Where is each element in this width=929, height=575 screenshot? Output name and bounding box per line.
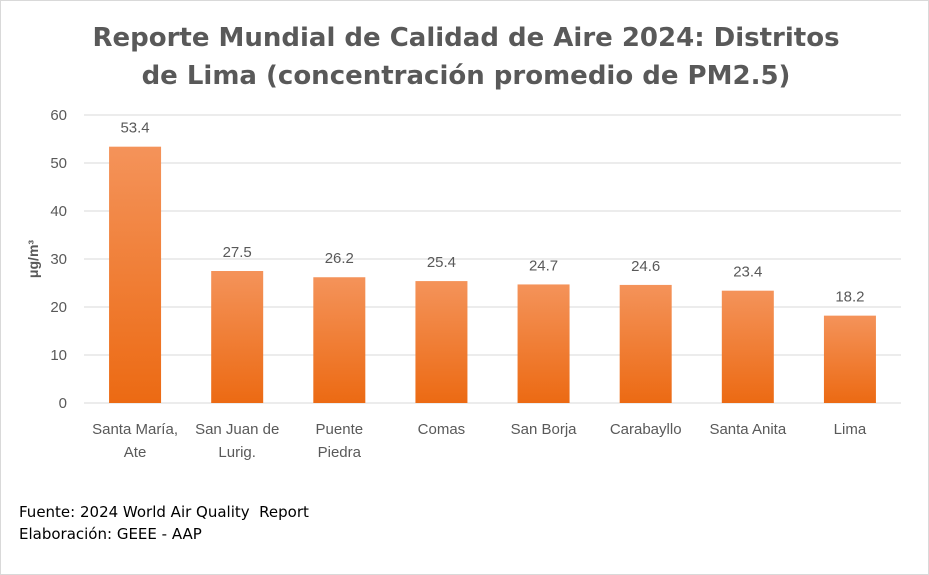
data-label: 23.4 bbox=[733, 264, 762, 281]
x-tick-label: Comas bbox=[418, 421, 466, 438]
source-note: Fuente: 2024 World Air Quality Report bbox=[19, 503, 309, 521]
data-label: 26.2 bbox=[325, 250, 354, 267]
data-label: 53.4 bbox=[120, 120, 149, 137]
chart-title: Reporte Mundial de Calidad de Aire 2024:… bbox=[61, 19, 871, 95]
bar bbox=[109, 146, 162, 403]
y-tick-label: 50 bbox=[50, 155, 67, 172]
data-label: 24.7 bbox=[529, 257, 558, 274]
chart-title-line-1: Reporte Mundial de Calidad de Aire 2024:… bbox=[92, 23, 840, 53]
y-tick-label: 20 bbox=[50, 299, 67, 316]
y-tick-label: 60 bbox=[50, 107, 67, 124]
bar bbox=[619, 284, 672, 403]
data-labels: 53.4 27.5 26.2 25.4 24.7 24.6 23.4 18.2 bbox=[120, 120, 864, 306]
y-axis-label: μg/m³ bbox=[25, 240, 41, 278]
bar bbox=[415, 281, 468, 403]
x-tick-label: Santa María, bbox=[92, 421, 178, 438]
data-label: 24.6 bbox=[631, 258, 660, 275]
bar bbox=[823, 315, 876, 403]
y-tick-label: 40 bbox=[50, 203, 67, 220]
chart-footer: Fuente: 2024 World Air Quality Report El… bbox=[19, 501, 309, 545]
x-tick-label: Puente bbox=[316, 421, 364, 438]
x-tick-label: Lima bbox=[834, 421, 867, 438]
bar bbox=[517, 284, 570, 403]
x-tick-label: Lurig. bbox=[218, 444, 256, 461]
data-label: 25.4 bbox=[427, 254, 456, 271]
x-tick-label: Santa Anita bbox=[709, 421, 786, 438]
y-tick-label: 10 bbox=[50, 347, 67, 364]
bar bbox=[313, 277, 366, 403]
chart-title-line-2: de Lima (concentración promedio de PM2.5… bbox=[141, 61, 791, 91]
bar bbox=[211, 271, 264, 403]
bar bbox=[721, 290, 774, 403]
x-tick-label: Carabayllo bbox=[610, 421, 682, 438]
y-tick-label: 30 bbox=[50, 251, 67, 268]
x-tick-label: San Juan de bbox=[195, 421, 279, 438]
x-axis-ticks: Santa María, Ate San Juan de Lurig. Puente Pi… bbox=[92, 421, 867, 461]
y-axis-ticks: 0 10 20 30 40 50 60 bbox=[50, 107, 67, 412]
x-tick-label: San Borja bbox=[511, 421, 578, 438]
gridlines bbox=[84, 114, 901, 404]
bars bbox=[109, 146, 876, 403]
y-tick-label: 0 bbox=[59, 395, 67, 412]
x-tick-label: Ate bbox=[124, 444, 147, 461]
x-tick-label: Piedra bbox=[318, 444, 362, 461]
data-label: 27.5 bbox=[223, 244, 252, 261]
credit-note: Elaboración: GEEE - AAP bbox=[19, 525, 202, 543]
data-label: 18.2 bbox=[835, 289, 864, 306]
